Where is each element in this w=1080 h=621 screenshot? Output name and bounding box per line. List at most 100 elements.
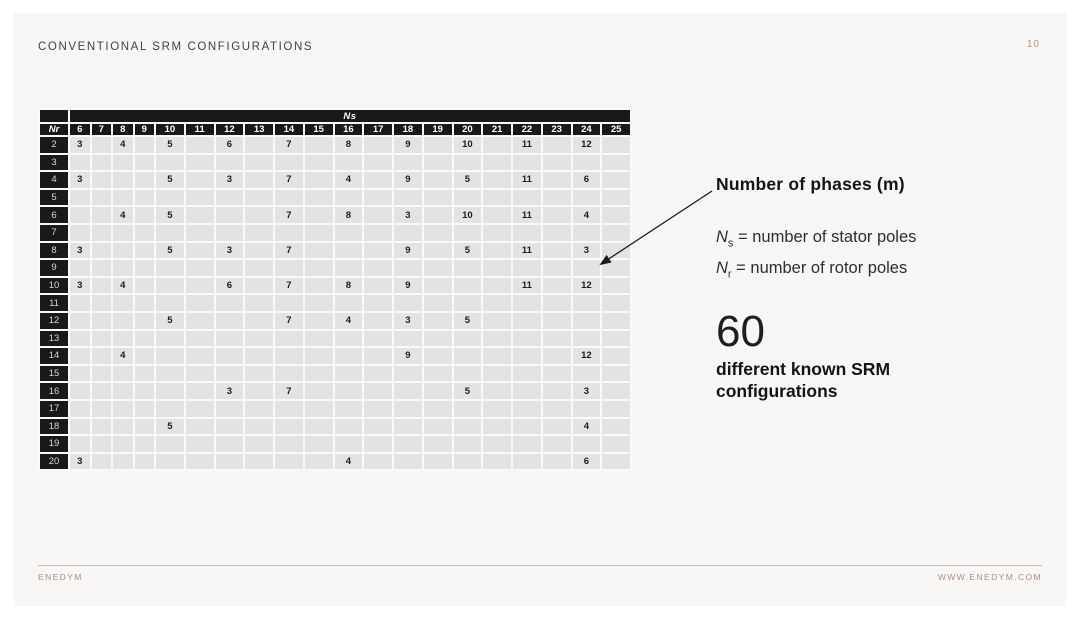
phase-cell [302, 293, 335, 313]
phase-cell [183, 152, 216, 173]
phase-cell: 5 [154, 135, 186, 155]
phase-cell [392, 363, 424, 384]
phase-cell [481, 310, 513, 331]
phase-cell [540, 310, 573, 331]
phase-cell: 7 [273, 381, 305, 401]
phase-cell: 3 [570, 381, 603, 401]
phase-cell [481, 381, 513, 401]
phase-cell [68, 381, 92, 401]
phase-cell [451, 451, 484, 472]
phase-cell [511, 434, 543, 454]
phase-cell [132, 258, 156, 278]
phase-cell [111, 293, 135, 313]
phase-cell: 6 [213, 135, 246, 155]
phase-cell [302, 275, 335, 296]
phase-cell: 5 [154, 416, 186, 437]
phase-cell [570, 152, 603, 173]
phase-cell: 3 [68, 135, 92, 155]
phase-cell [132, 346, 156, 366]
phase-cell [540, 240, 573, 261]
table-row-nr-16: 16 3 7 5 3 [38, 381, 632, 401]
ns-column-header-21: 21 [481, 122, 513, 137]
phase-cell [451, 328, 484, 349]
phase-cell [213, 152, 246, 173]
footer-brand: ENEDYM [38, 572, 83, 582]
phase-cell [451, 275, 484, 296]
phase-cell: 4 [111, 346, 135, 366]
phase-cell [451, 398, 484, 419]
phase-cell [183, 451, 216, 472]
phase-cell [362, 222, 394, 243]
phase-cell [111, 416, 135, 437]
phases-label: Number of phases (m) [716, 174, 905, 194]
phase-cell [511, 451, 543, 472]
phase-cell [154, 293, 186, 313]
phase-cell [213, 416, 246, 437]
ns-column-header-9: 9 [132, 122, 156, 137]
phase-cell: 3 [68, 275, 92, 296]
phase-cell: 4 [570, 416, 603, 437]
phase-cell [213, 363, 246, 384]
phase-cell [481, 363, 513, 384]
table-row-nr-19: 19 [38, 434, 632, 454]
phase-cell [132, 328, 156, 349]
phase-cell [302, 434, 335, 454]
phase-cell: 3 [68, 240, 92, 261]
ns-column-header-25: 25 [600, 122, 632, 137]
phase-cell: 7 [273, 135, 305, 155]
phase-cell [570, 258, 603, 278]
phase-cell [362, 346, 394, 366]
table-row-nr-18: 18 5 4 [38, 416, 632, 437]
phase-cell [481, 398, 513, 419]
phase-cell [332, 152, 365, 173]
phase-cell [481, 170, 513, 190]
phase-cell [111, 258, 135, 278]
phase-cell [243, 416, 275, 437]
phase-cell [132, 363, 156, 384]
phase-cell: 3 [213, 240, 246, 261]
phase-cell [89, 328, 113, 349]
phase-cell [273, 346, 305, 366]
phase-cell [302, 381, 335, 401]
phase-cell [89, 398, 113, 419]
phase-cell [183, 240, 216, 261]
phase-cell [332, 328, 365, 349]
phase-cell [570, 328, 603, 349]
phase-cell [273, 258, 305, 278]
ns-column-header-23: 23 [540, 122, 573, 137]
table-row-nr-2: 2 3 4 5 6 7 8 9 10 11 12 [38, 135, 632, 155]
phase-cell: 11 [511, 135, 543, 155]
phase-cell [89, 135, 113, 155]
phase-cell [392, 381, 424, 401]
phase-cell: 7 [273, 205, 305, 225]
phase-cell [451, 152, 484, 173]
phase-cell [154, 328, 186, 349]
phase-cell [111, 451, 135, 472]
phase-cell [540, 275, 573, 296]
phase-cell [68, 258, 92, 278]
phase-cell [451, 416, 484, 437]
phase-cell [511, 222, 543, 243]
phase-cell [243, 170, 275, 190]
phase-cell [481, 293, 513, 313]
phase-cell [273, 363, 305, 384]
phase-cell [89, 275, 113, 296]
nr-axis-label: Nr [38, 122, 70, 137]
phase-cell: 4 [111, 205, 135, 225]
phase-cell [362, 275, 394, 296]
phase-cell [332, 240, 365, 261]
phase-cell: 3 [392, 205, 424, 225]
ns-symbol: N [716, 228, 728, 246]
phase-cell [511, 293, 543, 313]
phase-cell [511, 258, 543, 278]
phase-cell [511, 381, 543, 401]
ns-column-header-22: 22 [511, 122, 543, 137]
phase-cell [243, 275, 275, 296]
phase-cell: 12 [570, 275, 603, 296]
phase-cell [421, 258, 454, 278]
phase-cell [421, 240, 454, 261]
phase-cell [273, 328, 305, 349]
phase-cell [273, 398, 305, 419]
ns-column-header-7: 7 [89, 122, 113, 137]
phase-cell [302, 451, 335, 472]
